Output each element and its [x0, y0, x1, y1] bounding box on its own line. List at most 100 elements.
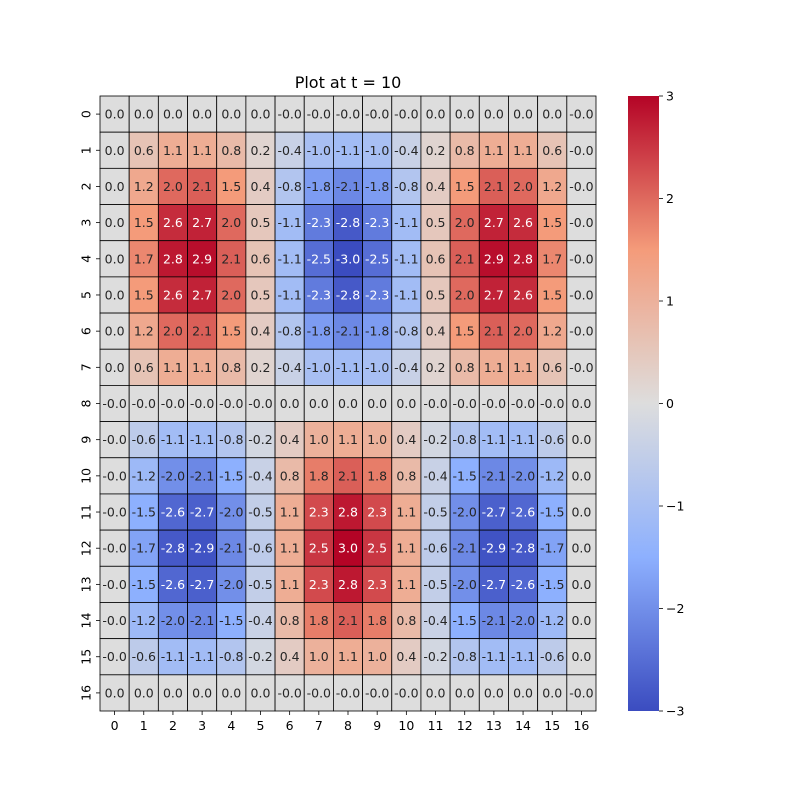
- cell-value-label: 3.0: [338, 541, 358, 556]
- heatmap-cell: [333, 457, 363, 495]
- cell-value-label: 1.1: [163, 360, 183, 375]
- cell-value-label: 0.0: [455, 107, 475, 122]
- cell-value-label: 1.1: [280, 577, 300, 592]
- cell-value-label: 2.0: [221, 287, 241, 302]
- cell-value-label: 0.0: [542, 685, 562, 700]
- heatmap-cell: [478, 240, 509, 278]
- cell-value-label: -0.8: [394, 324, 418, 339]
- heatmap-cell: [420, 493, 451, 531]
- cell-value-label: -1.1: [161, 649, 185, 664]
- heatmap-cell: [566, 457, 597, 495]
- heatmap-cell: [537, 312, 568, 350]
- heatmap-cell: [187, 276, 218, 314]
- cell-value-label: 1.2: [542, 324, 562, 339]
- heatmap-cell: [566, 638, 597, 676]
- cell-value-label: -0.4: [277, 360, 301, 375]
- heatmap-cell: [303, 167, 334, 205]
- cell-value-label: 0.6: [251, 251, 271, 266]
- y-tick-label: 10: [79, 468, 94, 484]
- colorbar-tick-label: −2: [666, 601, 684, 616]
- heatmap-cell: [478, 385, 509, 422]
- cell-value-label: -2.5: [307, 251, 331, 266]
- colorbar-tick-label: 2: [666, 191, 674, 206]
- cell-value-label: -2.6: [511, 505, 535, 520]
- heatmap-cell: [157, 674, 188, 712]
- heatmap-cell: [566, 602, 597, 640]
- cell-value-label: -2.0: [453, 505, 477, 520]
- cell-value-label: 2.8: [338, 577, 358, 592]
- colorbar-tick-label: 1: [666, 294, 674, 309]
- heatmap-cell: [187, 204, 218, 242]
- heatmap-cell: [128, 240, 159, 278]
- heatmap-cell: [99, 348, 130, 386]
- cell-value-label: 0.8: [221, 360, 241, 375]
- heatmap-cell: [362, 131, 393, 169]
- cell-value-label: -1.5: [453, 613, 477, 628]
- cell-value-label: -0.4: [394, 143, 418, 158]
- heatmap-cell: [566, 493, 597, 531]
- cell-value-label: -1.1: [190, 649, 214, 664]
- cell-value-label: -1.1: [511, 432, 535, 447]
- cell-value-label: -2.3: [365, 287, 389, 302]
- cell-value-label: 0.0: [251, 107, 271, 122]
- heatmap-cell: [274, 240, 305, 278]
- cell-value-label: 2.5: [309, 541, 329, 556]
- cell-value-label: -1.1: [336, 143, 360, 158]
- cell-value-label: 2.3: [309, 505, 329, 520]
- heatmap-cell: [274, 602, 305, 640]
- x-tick-label: 14: [515, 718, 531, 733]
- cell-value-label: -0.0: [336, 107, 360, 122]
- heatmap-cell: [508, 167, 539, 205]
- heatmap-cell: [245, 457, 276, 495]
- heatmap-cell: [128, 276, 159, 314]
- cell-value-label: -0.6: [540, 432, 564, 447]
- heatmap-cell: [128, 421, 159, 459]
- cell-value-label: 0.0: [455, 685, 475, 700]
- cell-value-label: -2.0: [161, 468, 185, 483]
- cell-value-label: -1.8: [307, 324, 331, 339]
- cell-value-label: -0.2: [248, 432, 272, 447]
- heatmap-cell: [420, 457, 451, 495]
- cell-value-label: -2.7: [190, 505, 214, 520]
- cell-value-label: -0.0: [540, 396, 564, 411]
- heatmap-cell: [566, 204, 597, 242]
- heatmap-cell: [391, 457, 422, 495]
- cell-value-label: -1.5: [219, 613, 243, 628]
- heatmap-cell: [362, 493, 393, 531]
- cell-value-label: 0.0: [571, 613, 591, 628]
- cell-value-label: 0.0: [571, 396, 591, 411]
- cell-value-label: -0.0: [511, 396, 535, 411]
- cell-value-label: -1.5: [453, 468, 477, 483]
- cell-value-label: 2.8: [513, 251, 533, 266]
- cell-value-label: -0.6: [540, 649, 564, 664]
- cell-value-label: 1.8: [367, 613, 387, 628]
- cell-value-label: -0.8: [277, 324, 301, 339]
- heatmap-cell: [187, 493, 218, 531]
- heatmap-cell: [508, 348, 539, 386]
- cell-value-label: -0.0: [569, 215, 593, 230]
- cell-value-label: 0.0: [484, 107, 504, 122]
- heatmap-cell: [245, 167, 276, 205]
- heatmap-cell: [566, 312, 597, 350]
- cell-value-label: -1.1: [511, 649, 535, 664]
- cell-value-label: -1.1: [482, 432, 506, 447]
- cell-value-label: -2.8: [511, 541, 535, 556]
- cell-value-label: 2.7: [484, 287, 504, 302]
- cell-value-label: 1.5: [134, 215, 154, 230]
- cell-value-label: 0.4: [396, 649, 416, 664]
- cell-value-label: 0.0: [571, 505, 591, 520]
- cell-value-label: -2.5: [365, 251, 389, 266]
- cell-value-label: 0.4: [280, 649, 300, 664]
- cell-value-label: 1.5: [221, 179, 241, 194]
- cell-value-label: -0.8: [219, 432, 243, 447]
- cell-value-label: -2.1: [482, 613, 506, 628]
- cell-value-label: 2.1: [484, 324, 504, 339]
- cell-value-label: 0.6: [426, 251, 446, 266]
- heatmap-cell: [274, 348, 305, 386]
- cell-value-label: -1.0: [365, 360, 389, 375]
- heatmap-cell: [449, 565, 480, 603]
- x-tick-label: 12: [457, 718, 473, 733]
- heatmap-cell: [478, 95, 509, 133]
- heatmap-cell: [420, 167, 451, 205]
